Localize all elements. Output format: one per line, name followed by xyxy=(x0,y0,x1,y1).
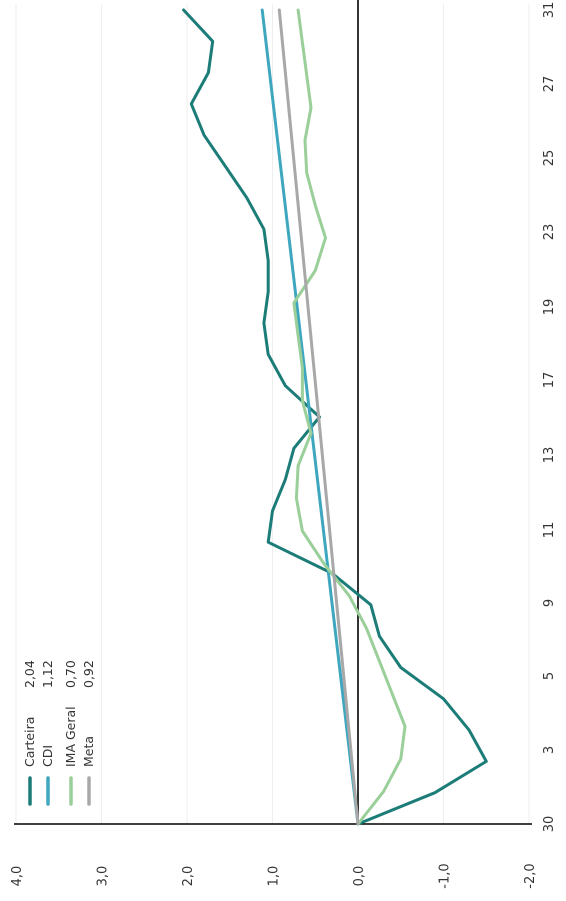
y-tick-label: -1,0 xyxy=(438,863,453,888)
tick-labels: 4,0 3,0 2,0 1,0 0,0 -1,0 -2,0 30 3 5 9 11 13 17 19 23 25… xyxy=(10,2,557,889)
x-tick-label: 17 xyxy=(542,372,557,389)
x-tick-label: 27 xyxy=(542,76,557,93)
x-tick-label: 23 xyxy=(542,224,557,241)
legend-series-value: 0,92 xyxy=(81,660,96,688)
y-tick-label: 1,0 xyxy=(267,866,282,887)
series-line-ima-geral xyxy=(292,8,407,826)
legend-series-name: Meta xyxy=(81,736,96,767)
x-tick-label: 30 xyxy=(542,816,557,833)
legend: Carteira 2,04 CDI 1,12 IMA Geral 0,70 Meta 0,92 xyxy=(22,660,96,806)
x-tick-label: 25 xyxy=(542,150,557,167)
legend-series-name: Carteira xyxy=(22,717,37,767)
series-line-meta xyxy=(277,8,360,826)
y-tick-label: 0,0 xyxy=(352,866,367,887)
x-tick-label: 5 xyxy=(542,672,557,680)
y-tick-label: -2,0 xyxy=(523,863,538,888)
x-tick-label: 11 xyxy=(542,522,557,539)
x-tick-label: 19 xyxy=(542,299,557,316)
axes xyxy=(14,0,532,825)
legend-series-value: 0,70 xyxy=(63,660,78,688)
x-tick-label: 13 xyxy=(542,447,557,464)
legend-series-name: CDI xyxy=(40,745,55,767)
gridlines xyxy=(15,4,530,824)
x-tick-label: 9 xyxy=(542,599,557,607)
series-lines xyxy=(182,8,488,826)
y-tick-label: 2,0 xyxy=(181,866,196,887)
y-tick-label: 3,0 xyxy=(96,866,111,887)
series-line-carteira xyxy=(182,8,488,826)
legend-series-name: IMA Geral xyxy=(63,706,78,767)
x-tick-label: 3 xyxy=(542,746,557,754)
y-tick-label: 4,0 xyxy=(10,866,25,887)
legend-series-value: 1,12 xyxy=(40,660,55,688)
series-line-cdi xyxy=(260,8,360,826)
legend-series-value: 2,04 xyxy=(22,660,37,688)
x-tick-label: 31 xyxy=(542,2,557,19)
